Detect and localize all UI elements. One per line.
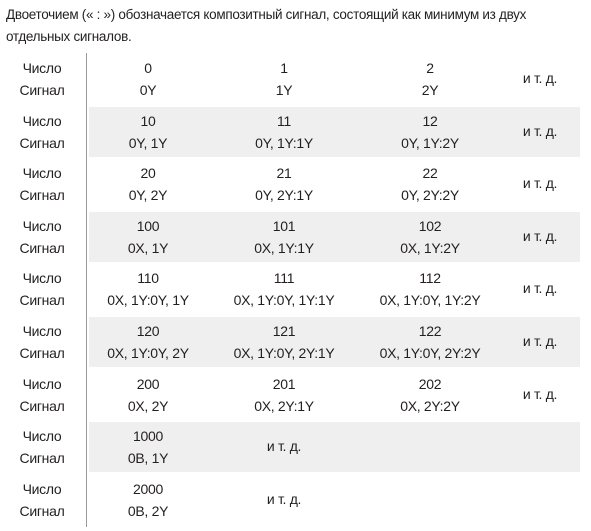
table: Число Сигнал 0 0Y 1 1Y 2 2Y и т. д. Число Сигнал 10… xyxy=(0,53,591,527)
cell-signal: 0Y xyxy=(139,82,157,98)
row-label-signal: Сигнал xyxy=(19,397,65,414)
cell-signal: 0X, 2Y:1Y xyxy=(254,397,314,414)
cell-signal: 0X, 1Y:1Y xyxy=(254,239,314,256)
cell-number: 0 xyxy=(144,60,152,76)
cell-number: 100 xyxy=(136,217,160,234)
row-label-number: Число xyxy=(22,375,62,392)
cell-number: 20 xyxy=(140,165,156,182)
row-shading xyxy=(89,317,580,367)
row-label-number: Число xyxy=(22,323,62,339)
cell-signal: 0Y, 2Y:2Y xyxy=(401,187,459,204)
row-shading xyxy=(89,106,580,157)
cell-signal: 2Y xyxy=(421,82,439,98)
etc-label: и т. д. xyxy=(522,385,558,402)
cell-number: 1 xyxy=(280,60,288,76)
intro-text: Двоеточием (« : ») обозначается композит… xyxy=(6,7,527,44)
row-label-number: Число xyxy=(22,60,62,76)
cell-number: 101 xyxy=(272,217,296,234)
etc-label: и т. д. xyxy=(522,227,558,244)
row-shading xyxy=(89,211,580,262)
row-label-number: Число xyxy=(22,270,62,287)
row-label-signal: Сигнал xyxy=(19,134,65,151)
etc-label: и т. д. xyxy=(266,438,302,455)
row-label-number: Число xyxy=(22,165,62,182)
etc-label: и т. д. xyxy=(522,70,558,86)
cell-signal: 0Y, 2Y:1Y xyxy=(255,187,313,204)
etc-label: и т. д. xyxy=(522,175,558,192)
etc-label: и т. д. xyxy=(522,122,558,139)
cell-signal: 1Y xyxy=(275,82,293,98)
cell-number: 2000 xyxy=(133,480,163,497)
row-label-number: Число xyxy=(22,428,62,445)
row-label-signal: Сигнал xyxy=(19,187,65,204)
cell-signal: 0X, 2Y:2Y xyxy=(400,397,460,414)
table-row: Число Сигнал 20 0Y, 2Y 21 0Y, 2Y:1Y 22 0Y, 2Y:2… xyxy=(0,158,591,210)
cell-signal: 0X, 1Y:0Y, 2Y xyxy=(107,345,189,361)
row-label-number: Число xyxy=(22,480,62,497)
row-label-number: Число xyxy=(22,112,62,129)
table-row: Число Сигнал 10 0Y, 1Y 11 0Y, 1Y:1Y 12 0Y, 1Y:2… xyxy=(0,106,591,158)
cell-signal: 0X, 2Y xyxy=(127,397,169,414)
etc-label: и т. д. xyxy=(522,280,558,297)
cell-number: 21 xyxy=(276,165,292,182)
cell-signal: 0Y, 2Y xyxy=(128,187,168,204)
cell-number: 12 xyxy=(422,112,438,129)
table-row: Число Сигнал 2000 0B, 2Y и т. д. xyxy=(0,474,591,526)
etc-label: и т. д. xyxy=(522,333,558,349)
cell-number: 200 xyxy=(136,375,160,392)
row-label-signal: Сигнал xyxy=(19,239,65,256)
cell-number: 202 xyxy=(418,375,442,392)
cell-signal: 0X, 1Y:0Y, 1Y xyxy=(107,292,189,309)
cell-number: 111 xyxy=(273,270,295,287)
row-label-signal: Сигнал xyxy=(19,82,65,98)
cell-signal: 0Y, 1Y:1Y xyxy=(255,134,313,151)
table-row: Число Сигнал 200 0X, 2Y 201 0X, 2Y:1Y 202 0X, 2… xyxy=(0,369,591,421)
cell-number: 112 xyxy=(419,270,441,287)
row-label-signal: Сигнал xyxy=(19,345,65,361)
row-shading xyxy=(89,422,580,473)
cell-signal: 0X, 1Y:2Y xyxy=(400,239,460,256)
cell-signal: 0X, 1Y:0Y, 1Y:2Y xyxy=(379,292,481,309)
row-label-number: Число xyxy=(22,217,62,234)
cell-number: 22 xyxy=(422,165,438,182)
cell-number: 10 xyxy=(140,112,156,129)
cell-signal: 0X, 1Y:0Y, 2Y:1Y xyxy=(233,345,335,361)
cell-signal: 0Y, 1Y:2Y xyxy=(401,134,459,151)
cell-signal: 0X, 1Y:0Y, 1Y:1Y xyxy=(233,292,335,309)
cell-number: 102 xyxy=(418,217,442,234)
cell-number: 11 xyxy=(277,112,291,129)
table-row: Число Сигнал 110 0X, 1Y:0Y, 1Y 111 0X, 1Y:0Y,… xyxy=(0,263,591,315)
cell-signal: 0X, 1Y xyxy=(127,239,169,256)
table-row: Число Сигнал 1000 0B, 1Y и т. д. xyxy=(0,421,591,473)
column-divider xyxy=(86,53,87,527)
table-row: Число Сигнал 0 0Y 1 1Y 2 2Y и т. д. xyxy=(0,53,591,105)
cell-signal: 0Y, 1Y xyxy=(128,134,168,151)
cell-signal: 0X, 1Y:0Y, 2Y:2Y xyxy=(379,345,481,361)
cell-number: 120 xyxy=(136,323,160,339)
cell-number: 121 xyxy=(272,323,296,339)
cell-number: 1000 xyxy=(133,428,163,445)
cell-number: 201 xyxy=(272,375,296,392)
etc-label: и т. д. xyxy=(266,490,302,507)
cell-number: 2 xyxy=(426,60,434,76)
table-row: Число Сигнал 120 0X, 1Y:0Y, 2Y 121 0X, 1Y:0Y,… xyxy=(0,316,591,368)
cell-signal: 0B, 2Y xyxy=(127,502,169,519)
cell-signal: 0B, 1Y xyxy=(127,450,169,467)
cell-number: 122 xyxy=(418,323,442,339)
row-label-signal: Сигнал xyxy=(19,450,65,467)
row-label-signal: Сигнал xyxy=(19,502,65,519)
cell-number: 110 xyxy=(137,270,159,287)
row-label-signal: Сигнал xyxy=(19,292,65,309)
table-row: Число Сигнал 100 0X, 1Y 101 0X, 1Y:1Y 102 0X, 1… xyxy=(0,211,591,263)
